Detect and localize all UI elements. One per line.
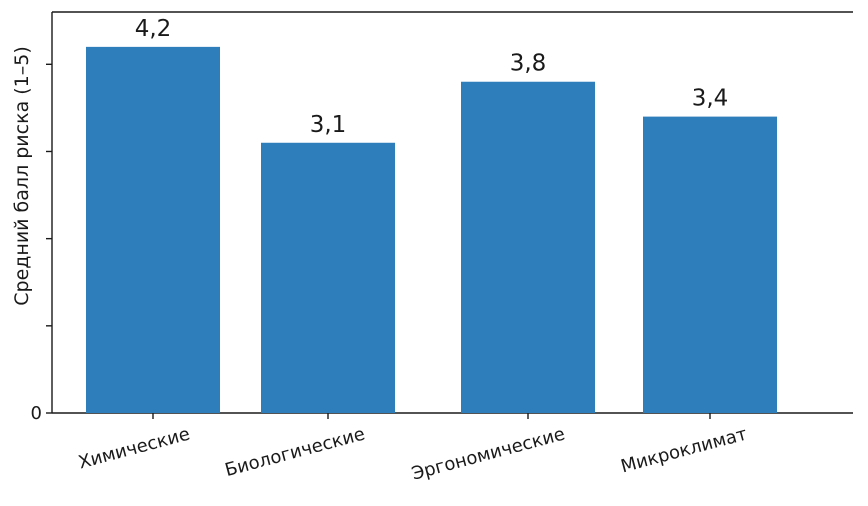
bar — [643, 116, 777, 413]
bar — [261, 142, 395, 413]
data-label: 3,8 — [510, 51, 547, 77]
y-tick-label: 0 — [31, 403, 42, 424]
y-axis-label: Средний балл риска (1–5) — [11, 46, 33, 306]
x-tick-label: Микроклимат — [619, 424, 750, 478]
bar — [461, 81, 595, 413]
bar — [86, 46, 220, 413]
x-tick-label: Биологические — [223, 424, 368, 482]
data-label: 3,1 — [310, 112, 347, 138]
x-tick-label: Эргономические — [409, 424, 567, 485]
plot-area: 0 4,2 Химические 3,1 Биологические 3,8 Эргоном… — [31, 11, 853, 485]
x-tick-label: Химические — [76, 424, 192, 474]
data-label: 4,2 — [135, 16, 172, 42]
data-label: 3,4 — [692, 86, 729, 112]
